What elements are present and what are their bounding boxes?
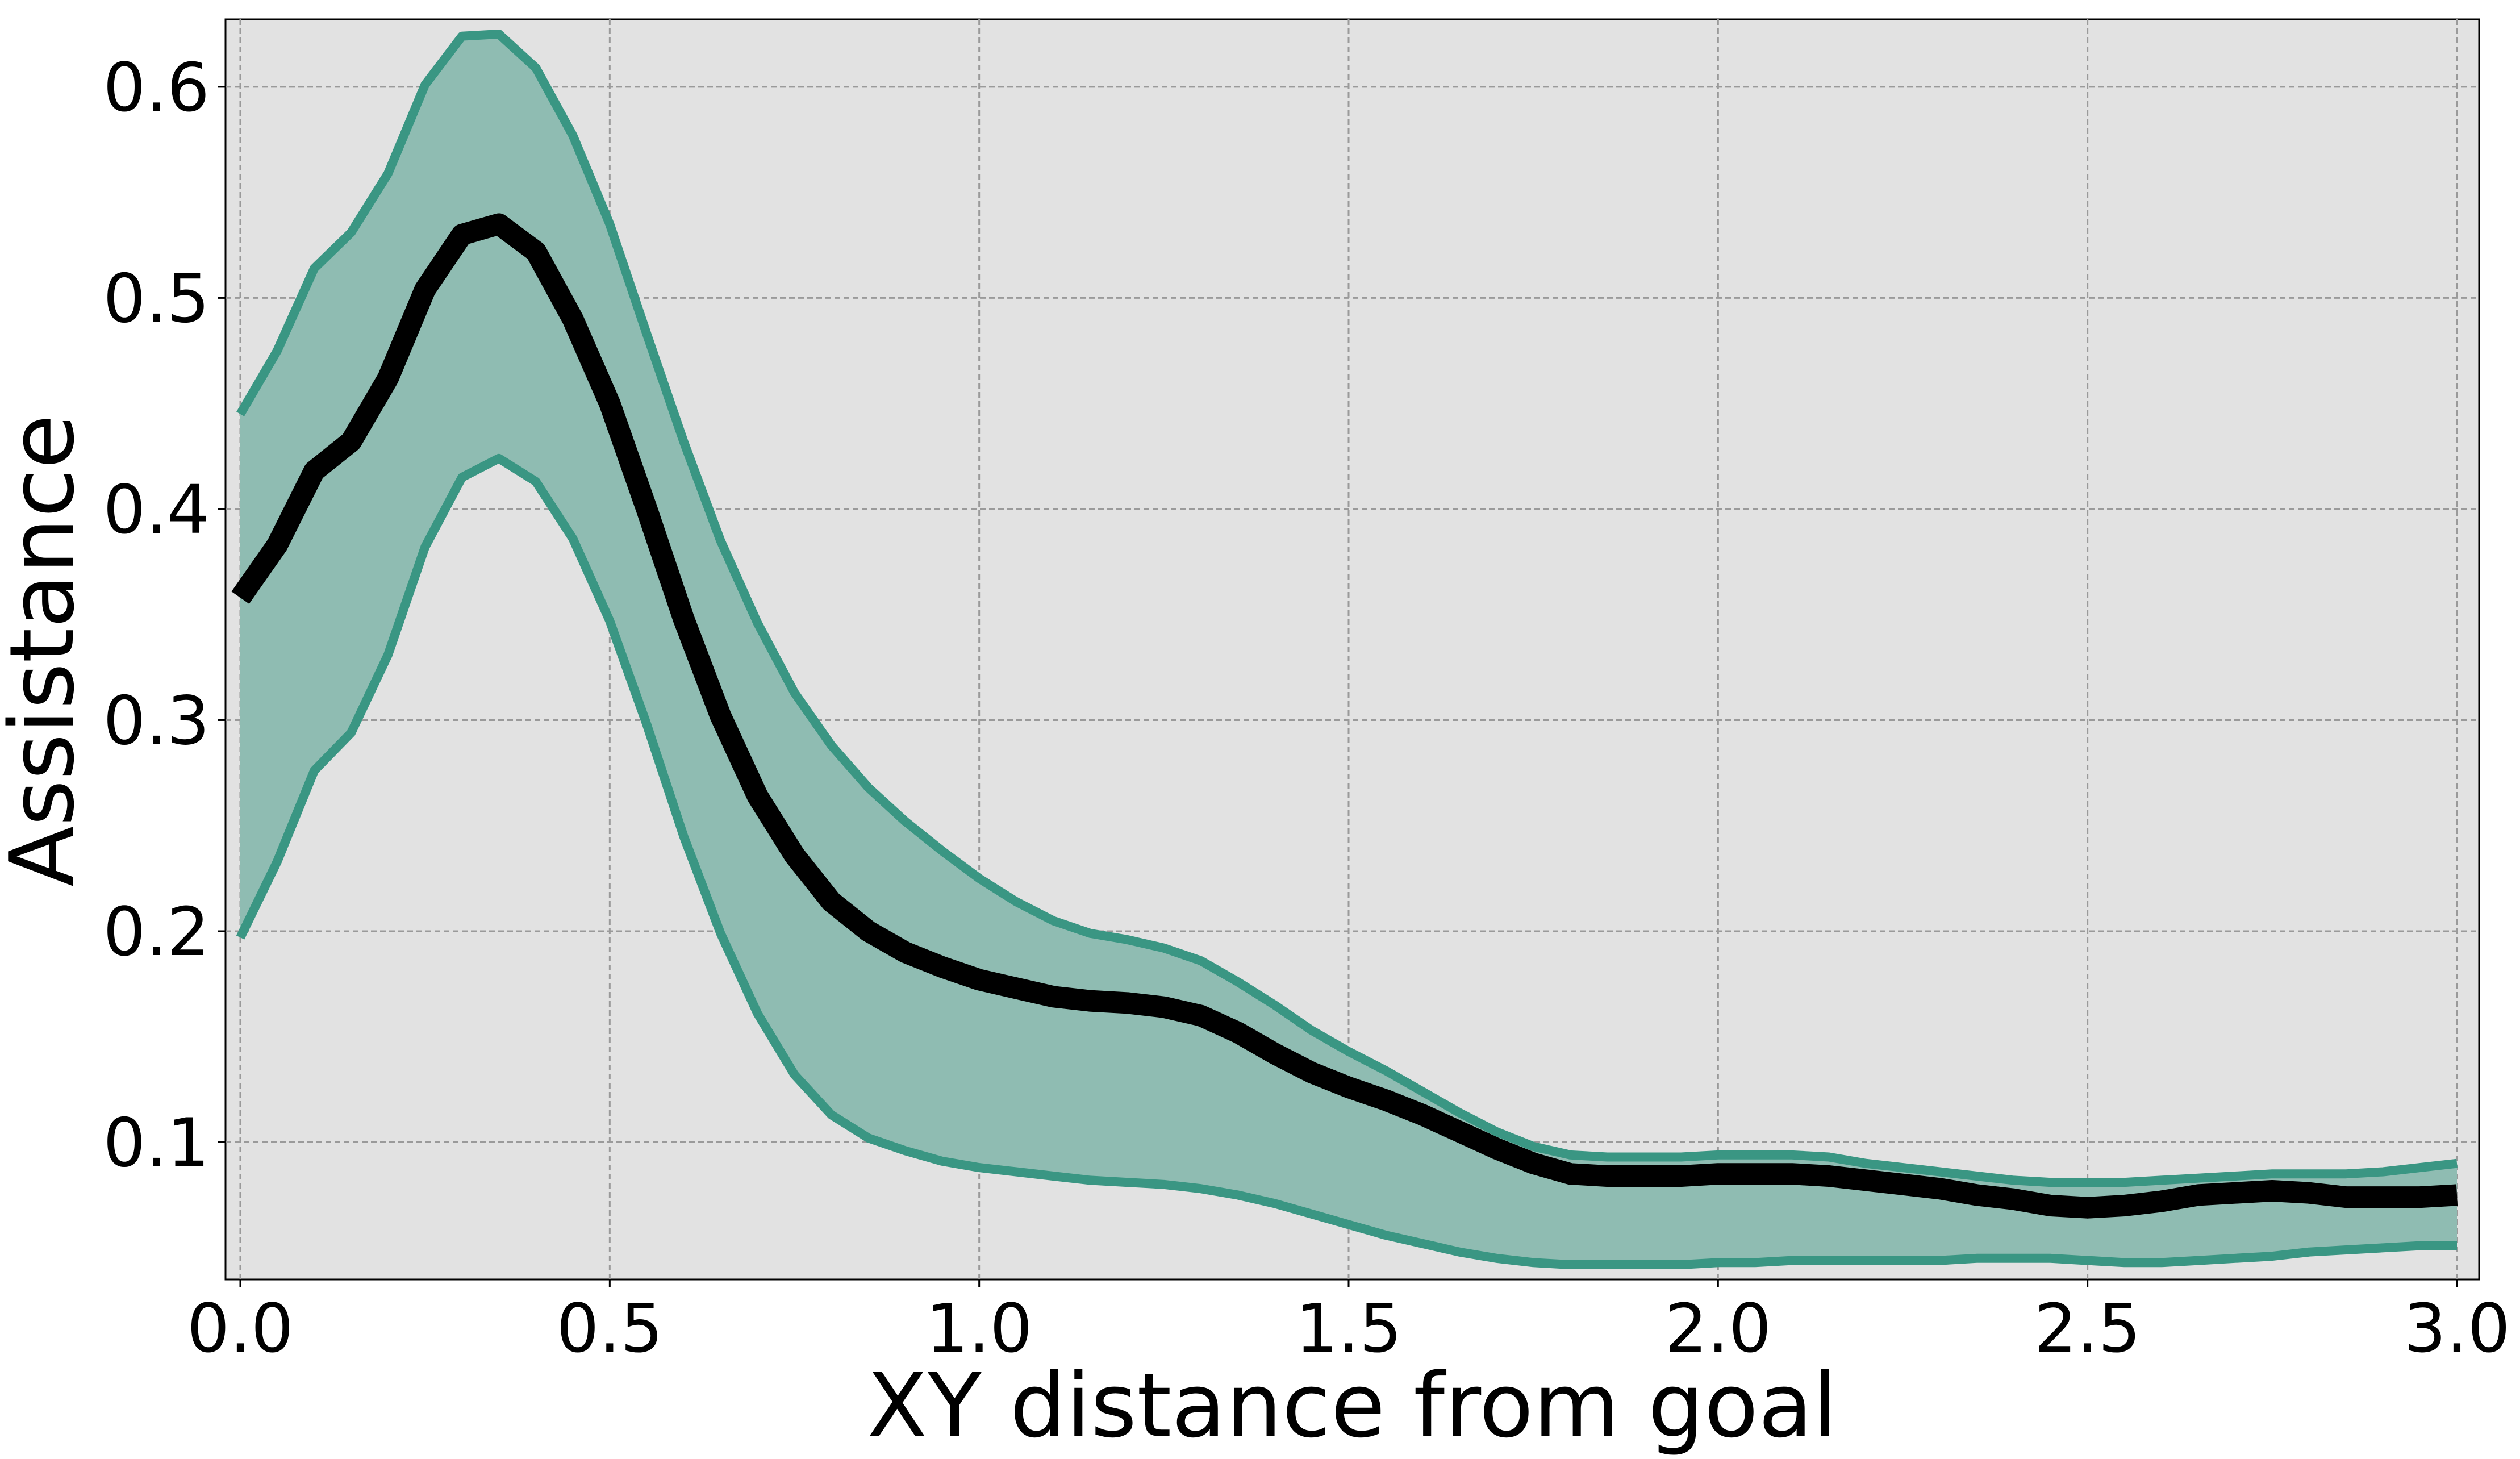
lower-bound-line (236, 453, 2457, 1269)
mean-line (231, 213, 2458, 1219)
y-tick-label: 0.6 (103, 48, 210, 127)
band-fill (240, 34, 2457, 1265)
y-tick-label: 0.2 (103, 893, 210, 971)
x-axis-title: XY distance from goal (867, 1354, 1837, 1457)
x-tick-label: 1.5 (1295, 1289, 1402, 1368)
mean-series (231, 213, 2458, 1219)
confidence-band (236, 30, 2458, 1269)
axis-ticks: 0.0 0.5 1.0 1.5 2.0 2.5 3.0 0.1 0.2 0.3 0.4 0.5 0.6 (103, 48, 2510, 1368)
y-tick-label: 0.4 (103, 470, 210, 549)
x-tick-label: 2.0 (1664, 1289, 1771, 1368)
x-tick-label: 2.5 (2034, 1289, 2141, 1368)
x-tick-label: 0.0 (187, 1289, 294, 1368)
y-axis-title: Assistance (0, 414, 94, 886)
y-tick-label: 0.5 (103, 259, 210, 337)
x-tick-label: 1.0 (926, 1289, 1033, 1368)
y-tick-label: 0.1 (103, 1104, 210, 1182)
upper-bound-line (236, 30, 2458, 1187)
x-tick-label: 0.5 (557, 1289, 664, 1368)
y-tick-label: 0.3 (103, 681, 210, 760)
x-tick-label: 3.0 (2404, 1289, 2510, 1368)
